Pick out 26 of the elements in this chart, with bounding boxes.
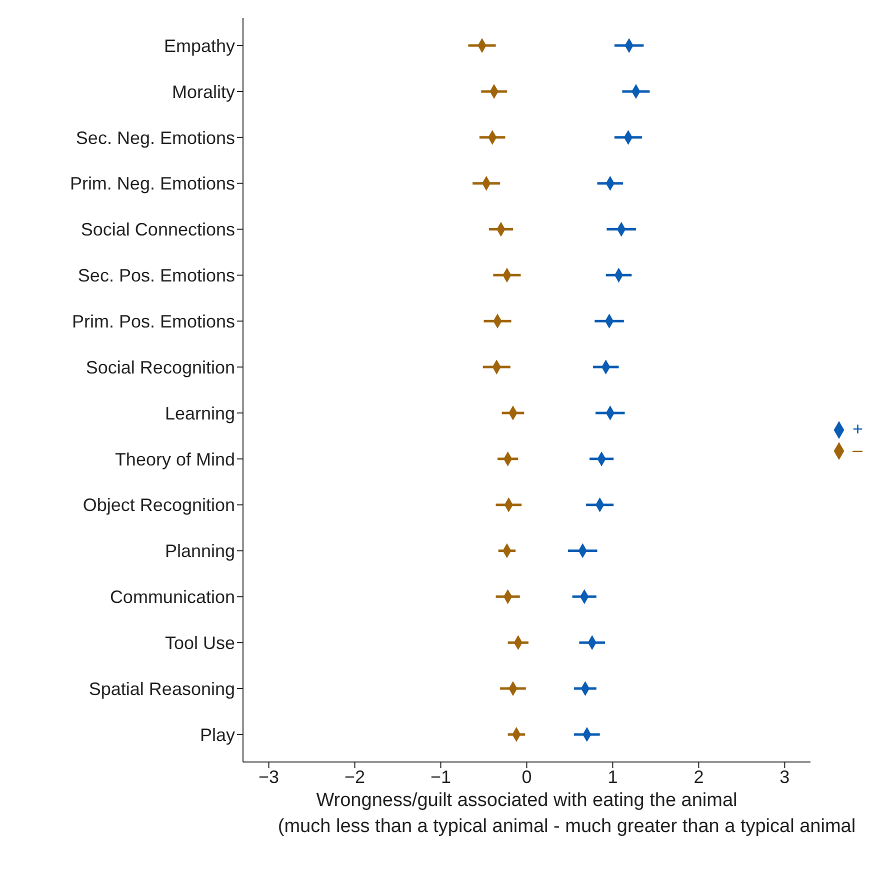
x-axis-title: Wrongness/guilt associated with eating the animal (much less than a typical animal - much greater than a typical animal — [278, 790, 856, 837]
y-tick-label: Sec. Pos. Emotions — [78, 266, 235, 286]
y-tick-label: Tool Use — [164, 632, 235, 653]
y-tick-label: Communication — [110, 587, 235, 608]
y-tick-label: Play — [200, 724, 235, 745]
y-tick-label: Learning — [164, 403, 235, 424]
y-tick-label: Theory of Mind — [114, 449, 235, 470]
x-tick-label: 0 — [522, 766, 532, 787]
y-tick-label: Sec. Neg. Emotions — [76, 128, 235, 148]
y-tick-label: Planning — [164, 541, 235, 562]
y-tick-label: Spatial Reasoning — [88, 678, 235, 699]
y-tick-label: Social Connections — [80, 220, 235, 240]
y-tick-label: Empathy — [164, 36, 235, 56]
x-tick-label: −3 — [258, 766, 280, 787]
x-tick-label: −1 — [430, 766, 452, 787]
x-tick-label: 3 — [780, 766, 790, 787]
y-tick-label: Prim. Pos. Emotions — [72, 312, 235, 332]
legend-label: + — [852, 419, 863, 439]
x-tick-label: 2 — [694, 766, 704, 787]
x-tick-label: −2 — [344, 766, 366, 787]
y-tick-label: Prim. Neg. Emotions — [70, 174, 235, 194]
y-tick-label: Morality — [172, 82, 235, 102]
y-tick-label: Object Recognition — [82, 495, 235, 516]
legend-label: – — [852, 440, 862, 460]
x-tick-label: 1 — [608, 766, 618, 787]
y-tick-label: Social Recognition — [86, 357, 235, 378]
